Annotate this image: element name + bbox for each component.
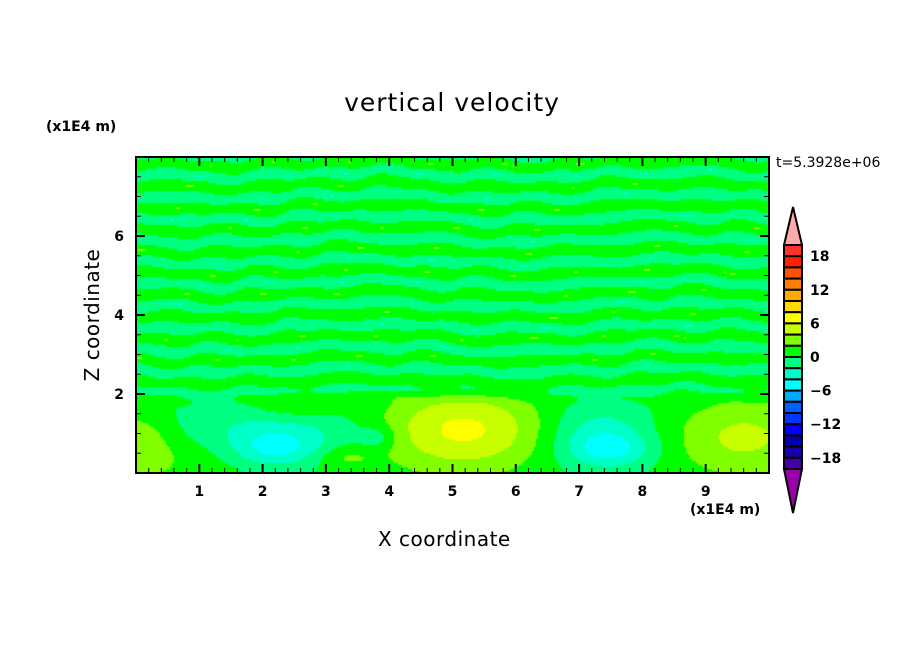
colorbar-box xyxy=(783,423,803,437)
y-tick-label: 2 xyxy=(114,387,124,403)
y-axis-unit: (x1E4 m) xyxy=(46,119,117,135)
colorbar-box xyxy=(783,367,803,381)
x-tick-label: 5 xyxy=(448,484,458,500)
colorbar-box xyxy=(783,266,803,280)
colorbar-box xyxy=(783,322,803,336)
colorbar-label: −18 xyxy=(810,451,841,467)
colorbar-under-triangle xyxy=(782,468,804,514)
contour-field xyxy=(136,157,769,473)
x-axis-label: X coordinate xyxy=(378,527,511,551)
y-tick-label: 6 xyxy=(114,229,124,245)
colorbar-box xyxy=(783,378,803,392)
colorbar-box xyxy=(783,288,803,302)
colorbar-box xyxy=(783,445,803,459)
colorbar-box xyxy=(783,255,803,269)
x-tick-label: 4 xyxy=(384,484,394,500)
colorbar-box xyxy=(783,311,803,325)
x-axis-unit: (x1E4 m) xyxy=(690,502,761,518)
colorbar-label: 0 xyxy=(810,350,820,366)
colorbar-box xyxy=(783,277,803,291)
plot-frame xyxy=(135,156,770,474)
colorbar-label: 18 xyxy=(810,249,829,265)
colorbar-box xyxy=(783,456,803,470)
colorbar-box xyxy=(783,300,803,314)
y-tick-label: 4 xyxy=(114,308,124,324)
x-tick-label: 8 xyxy=(638,484,648,500)
colorbar-box xyxy=(783,344,803,358)
colorbar-label: −12 xyxy=(810,417,841,433)
x-tick-label: 6 xyxy=(511,484,521,500)
colorbar-label: 12 xyxy=(810,283,829,299)
colorbar-label: −6 xyxy=(810,384,831,400)
colorbar-box xyxy=(783,400,803,414)
x-tick-label: 1 xyxy=(194,484,204,500)
x-tick-label: 7 xyxy=(574,484,584,500)
colorbar-label: 6 xyxy=(810,316,820,332)
time-annotation: t=5.3928e+06 xyxy=(776,155,881,171)
colorbar-box xyxy=(783,244,803,258)
x-tick-label: 2 xyxy=(258,484,268,500)
colorbar-box xyxy=(783,333,803,347)
colorbar-box xyxy=(783,412,803,426)
x-tick-label: 3 xyxy=(321,484,331,500)
colorbar-box xyxy=(783,389,803,403)
colorbar-box xyxy=(783,434,803,448)
x-tick-label: 9 xyxy=(701,484,711,500)
colorbar-box xyxy=(783,356,803,370)
chart-title: vertical velocity xyxy=(344,88,560,117)
colorbar-over-triangle xyxy=(782,206,804,246)
